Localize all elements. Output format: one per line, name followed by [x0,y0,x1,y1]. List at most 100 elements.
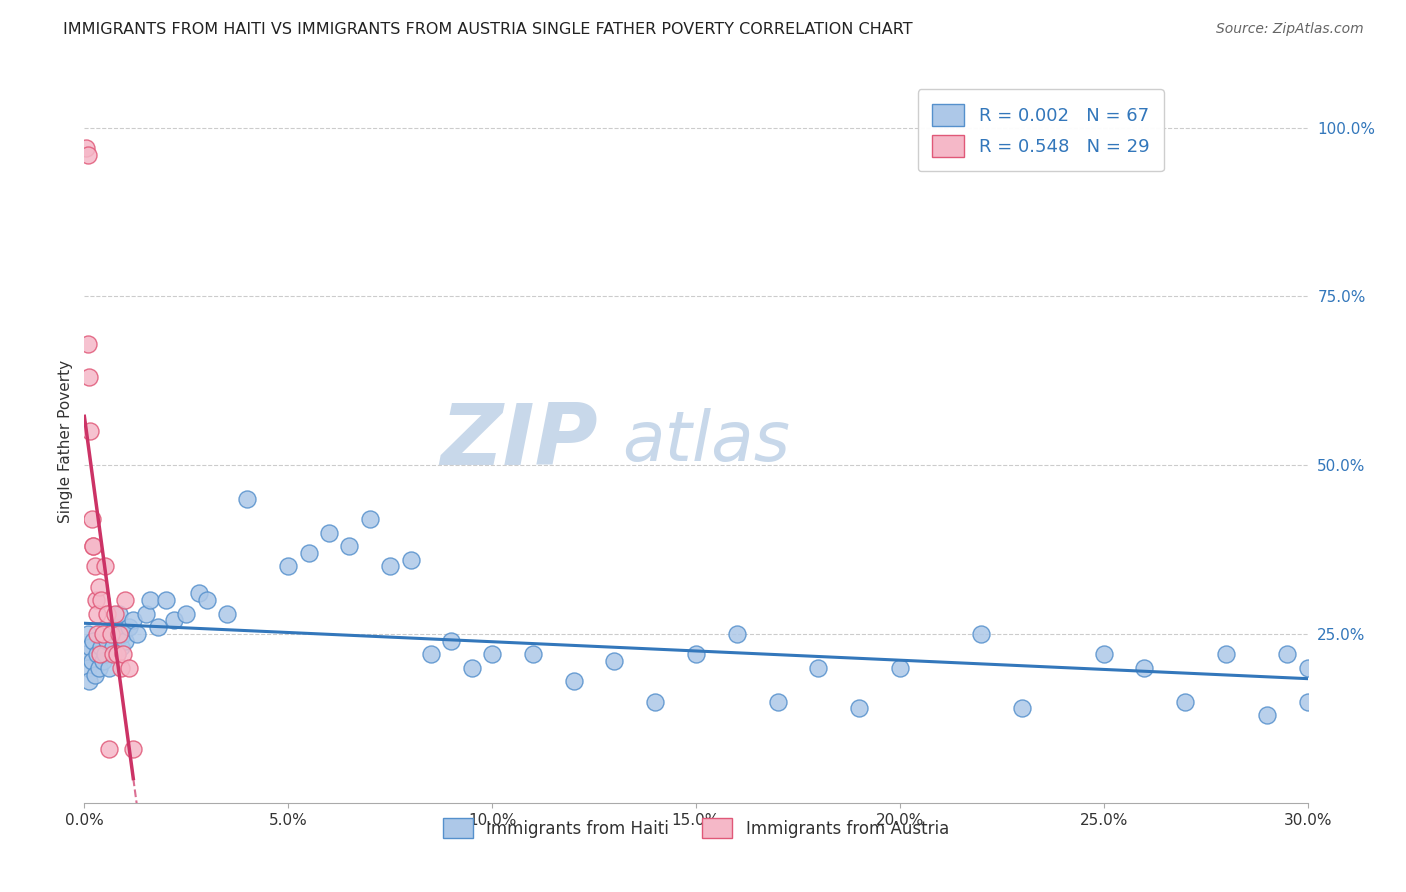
Point [1277,647,1299,661]
Point [100,627,122,641]
Point [75,647,97,661]
Point [108,627,131,641]
Point [318,525,340,540]
Point [217,607,239,621]
Point [80,512,103,526]
Point [399,552,422,566]
Point [114,593,136,607]
Point [76,661,98,675]
Point [807,661,830,675]
Point [420,647,443,661]
Point [91,654,114,668]
Point [82,633,104,648]
Text: atlas: atlas [623,408,790,475]
Point [970,627,993,641]
Point [112,627,135,641]
Text: Source: ZipAtlas.com: Source: ZipAtlas.com [1216,22,1364,37]
Point [195,593,218,607]
Point [82,539,104,553]
Point [87,661,110,675]
Point [298,546,321,560]
Legend: Immigrants from Haiti, Immigrants from Austria: Immigrants from Haiti, Immigrants from A… [436,812,956,845]
Point [644,694,666,708]
Point [603,654,626,668]
Point [889,661,911,675]
Point [155,593,177,607]
Point [1296,661,1319,675]
Point [440,633,463,648]
Point [359,512,381,526]
Point [77,370,100,384]
Point [339,539,361,553]
Point [766,694,789,708]
Point [104,620,127,634]
Point [76,147,98,161]
Point [108,607,131,621]
Point [522,647,544,661]
Point [77,674,100,689]
Point [461,661,484,675]
Point [481,647,503,661]
Point [86,647,108,661]
Point [87,580,110,594]
Point [685,647,707,661]
Point [114,633,136,648]
Point [112,647,135,661]
Point [1092,647,1115,661]
Point [1174,694,1197,708]
Point [105,647,128,661]
Point [277,559,299,574]
Point [163,614,186,628]
Point [110,661,132,675]
Point [84,593,107,607]
Point [83,559,105,574]
Text: ZIP: ZIP [440,400,598,483]
Point [122,614,145,628]
Point [848,701,870,715]
Point [118,661,141,675]
Point [110,640,132,655]
Point [236,491,259,506]
Point [93,559,115,574]
Point [86,607,108,621]
Point [90,640,112,655]
Point [380,559,402,574]
Point [174,607,197,621]
Point [97,741,120,756]
Point [83,667,105,681]
Point [1215,647,1237,661]
Point [77,336,100,351]
Point [562,674,585,689]
Point [101,647,124,661]
Point [82,539,104,553]
Point [79,425,101,439]
Point [89,647,111,661]
Point [1296,694,1319,708]
Point [1011,701,1033,715]
Point [104,607,127,621]
Point [118,620,141,634]
Point [86,627,108,641]
Point [97,661,120,675]
Point [725,627,748,641]
Point [101,640,124,655]
Point [93,647,115,661]
Point [75,141,97,155]
Point [100,627,122,641]
Y-axis label: Single Father Poverty: Single Father Poverty [58,360,73,523]
Point [1256,708,1278,723]
Point [135,607,157,621]
Point [127,627,149,641]
Point [79,640,101,655]
Text: IMMIGRANTS FROM HAITI VS IMMIGRANTS FROM AUSTRIA SINGLE FATHER POVERTY CORRELATI: IMMIGRANTS FROM HAITI VS IMMIGRANTS FROM… [63,22,912,37]
Point [187,586,209,600]
Point [105,647,128,661]
Point [138,593,160,607]
Point [80,654,103,668]
Point [91,627,114,641]
Point [122,741,145,756]
Point [96,633,118,648]
Point [77,627,100,641]
Point [96,607,118,621]
Point [1133,661,1156,675]
